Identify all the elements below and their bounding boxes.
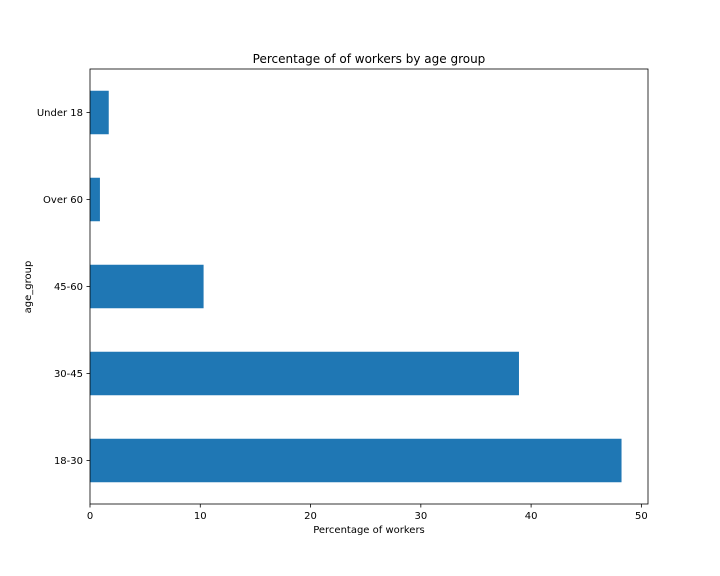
plot-frame bbox=[89, 68, 649, 505]
y-tick-label: 30-45 bbox=[54, 369, 83, 380]
x-tick-label: 0 bbox=[87, 511, 93, 522]
bar-30-45 bbox=[90, 351, 519, 396]
y-tick-label: Over 60 bbox=[43, 195, 83, 206]
y-tick-label: 45-60 bbox=[54, 282, 83, 293]
x-tick-label: 50 bbox=[635, 511, 648, 522]
x-tick-label: 30 bbox=[414, 511, 427, 522]
y-tick-label: 18-30 bbox=[54, 456, 83, 467]
x-axis: 0 10 20 30 40 50 bbox=[87, 504, 648, 522]
x-tick-label: 20 bbox=[304, 511, 317, 522]
bar-18-30 bbox=[90, 438, 622, 483]
x-tick-label: 10 bbox=[194, 511, 207, 522]
y-tick-label: Under 18 bbox=[37, 108, 83, 119]
x-axis-label: Percentage of workers bbox=[313, 525, 425, 536]
bars-layer bbox=[90, 90, 622, 483]
bar-under-18 bbox=[90, 90, 109, 135]
y-axis-label: age_group bbox=[23, 261, 34, 314]
bar-over-60 bbox=[90, 177, 100, 222]
chart-title: Percentage of of workers by age group bbox=[253, 52, 486, 66]
y-axis: Under 18 Over 60 45-60 30-45 18-30 bbox=[37, 108, 90, 467]
bar-45-60 bbox=[90, 264, 204, 309]
x-tick-label: 40 bbox=[525, 511, 538, 522]
